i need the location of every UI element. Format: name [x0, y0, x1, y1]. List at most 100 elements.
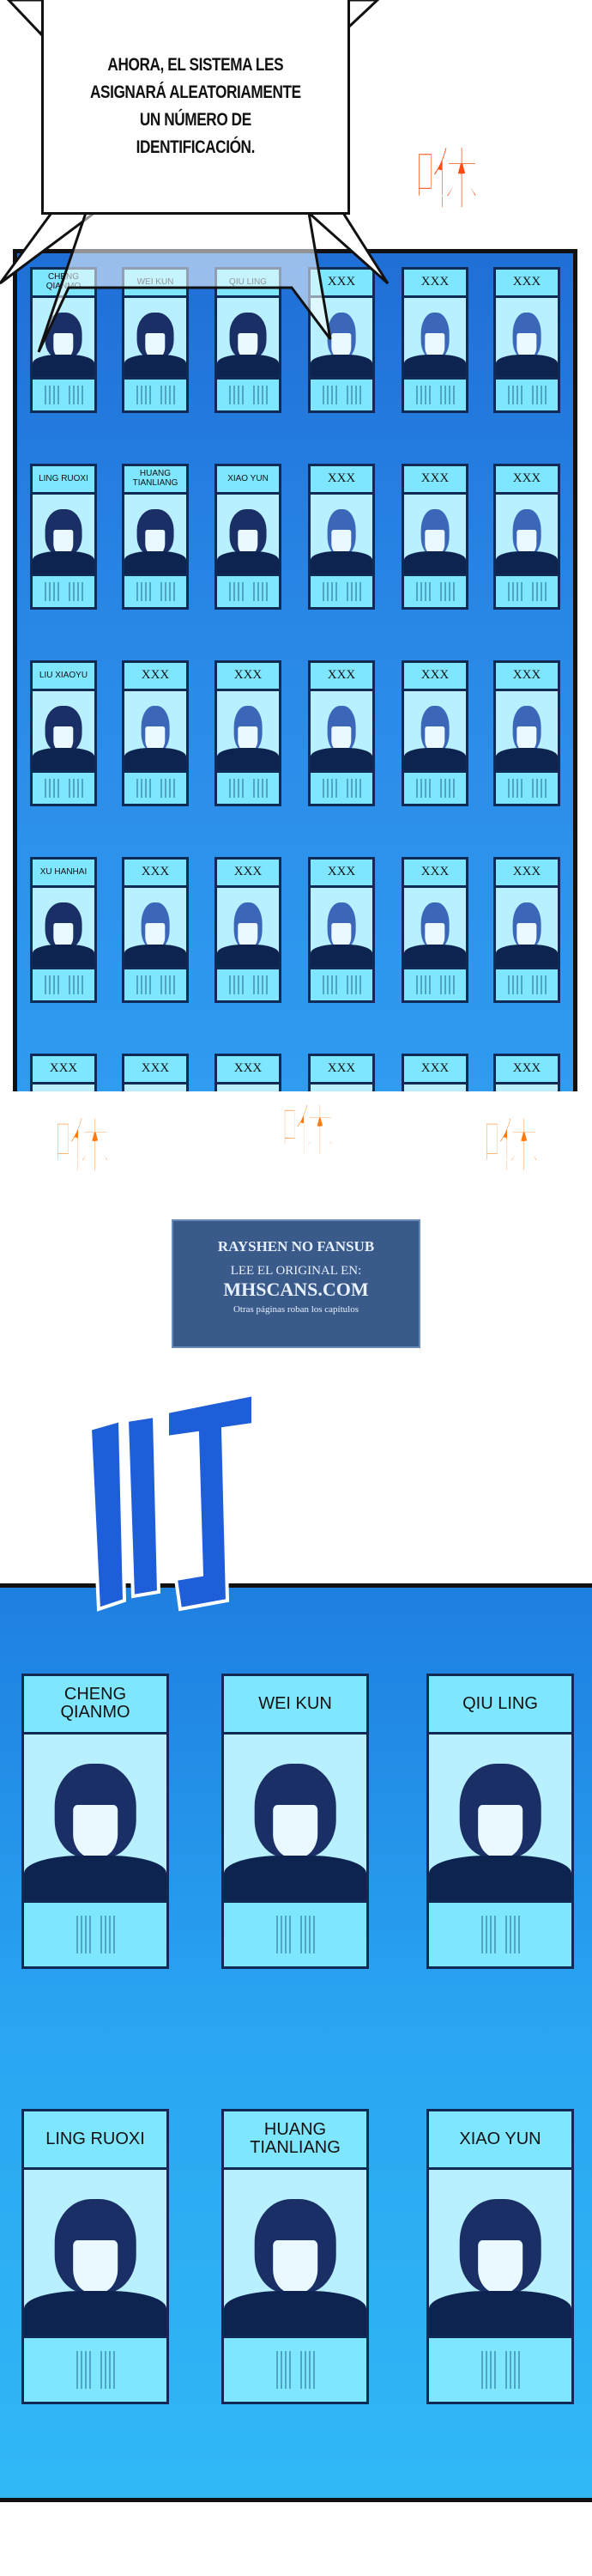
avatar-body: [224, 2291, 366, 2336]
id-card-barcode: [311, 969, 372, 1000]
id-card-barcode: [124, 575, 186, 607]
avatar-face: [238, 529, 258, 556]
watermark: RAYSHEN NO FANSUB LEE EL ORIGINAL EN: MH…: [172, 1219, 420, 1348]
id-card-name: LING RUOXI: [33, 466, 94, 495]
id-card-barcode: [404, 772, 466, 804]
avatar-body: [33, 945, 94, 967]
id-card-portrait: [217, 887, 279, 969]
id-card-portrait: [217, 297, 279, 380]
id-card: XXX: [214, 857, 281, 1003]
id-card-barcode: [24, 2337, 166, 2402]
avatar-body: [496, 551, 558, 574]
id-card: XXX: [493, 464, 560, 610]
id-card: LING RUOXI: [30, 464, 97, 610]
id-card: XXX: [493, 857, 560, 1003]
id-card-barcode: [33, 772, 94, 804]
id-card-portrait: [496, 494, 558, 576]
swoosh-sfx: 咻: [411, 140, 481, 220]
id-card-name: XXX: [404, 270, 466, 298]
id-card-barcode: [496, 379, 558, 410]
id-card-portrait: [217, 690, 279, 773]
avatar-face: [145, 922, 166, 950]
id-card-portrait: [33, 690, 94, 773]
id-card: XIAO YUN: [426, 2109, 574, 2404]
avatar-body: [311, 945, 372, 967]
watermark-line: MHSCANS.COM: [223, 1279, 369, 1300]
id-card-barcode: [429, 1902, 571, 1966]
avatar-face: [331, 726, 352, 753]
id-card: XXX: [493, 1054, 560, 1091]
id-card-portrait: [429, 1734, 571, 1903]
id-card: XXX: [308, 660, 375, 806]
id-card-name: XXX: [404, 663, 466, 691]
id-card-portrait: [124, 887, 186, 969]
id-card-barcode: [496, 772, 558, 804]
watermark-line: LEE EL ORIGINAL EN:: [230, 1264, 362, 1278]
id-card: XIAO YUN: [214, 464, 281, 610]
id-card-portrait: [124, 297, 186, 380]
avatar-face: [478, 1805, 523, 1859]
id-card-barcode: [124, 772, 186, 804]
id-card-portrait: [404, 494, 466, 576]
id-card-name: XXX: [311, 860, 372, 888]
avatar-body: [224, 1856, 366, 1900]
id-card-name: XIAO YUN: [429, 2111, 571, 2170]
avatar-body: [311, 551, 372, 574]
id-card: XXX: [308, 1054, 375, 1091]
id-card-name: HUANG TIANLIANG: [224, 2111, 366, 2170]
id-card: XXX: [402, 660, 468, 806]
id-card-name: XXX: [124, 1056, 186, 1084]
id-card-name: XXX: [496, 1056, 558, 1084]
id-card-name: XXX: [311, 270, 372, 298]
id-card: LIU XIAOYU: [30, 660, 97, 806]
id-card-barcode: [404, 379, 466, 410]
avatar-body: [429, 1856, 571, 1900]
id-card: CHENG QIANMO: [30, 267, 97, 413]
id-card: XXX: [402, 857, 468, 1003]
id-card: XXX: [122, 660, 189, 806]
id-card-barcode: [311, 575, 372, 607]
avatar-body: [124, 551, 186, 574]
id-card-barcode: [33, 379, 94, 410]
id-card: CHENG QIANMO: [21, 1674, 169, 1969]
id-card-name: XXX: [217, 663, 279, 691]
id-card-barcode: [496, 969, 558, 1000]
watermark-line: RAYSHEN NO FANSUB: [217, 1238, 375, 1255]
id-card-portrait: [124, 1084, 186, 1091]
avatar-face: [273, 1805, 317, 1859]
avatar-body: [33, 355, 94, 377]
avatar-body: [496, 945, 558, 967]
id-card-barcode: [33, 969, 94, 1000]
id-card-name: XIAO YUN: [217, 466, 279, 495]
avatar-face: [331, 332, 352, 360]
id-card-name: CHENG QIANMO: [24, 1676, 166, 1735]
avatar-face: [331, 529, 352, 556]
avatar-body: [496, 355, 558, 377]
id-card: XXX: [308, 857, 375, 1003]
id-card-name: XXX: [404, 466, 466, 495]
avatar-body: [124, 748, 186, 770]
avatar-face: [425, 726, 445, 753]
avatar-body: [24, 1856, 166, 1900]
id-card-portrait: [217, 494, 279, 576]
id-card-portrait: [33, 887, 94, 969]
avatar-body: [217, 551, 279, 574]
avatar-body: [217, 945, 279, 967]
id-card-name: XXX: [217, 860, 279, 888]
watermark-line: Otras páginas roban los capítulos: [233, 1304, 359, 1315]
avatar-face: [516, 529, 537, 556]
id-card-portrait: [496, 297, 558, 380]
id-card-barcode: [124, 969, 186, 1000]
avatar-face: [53, 922, 74, 950]
id-card-portrait: [311, 494, 372, 576]
id-card-barcode: [496, 575, 558, 607]
id-card: XXX: [214, 1054, 281, 1091]
id-card-barcode: [217, 575, 279, 607]
id-card: WEI KUN: [122, 267, 189, 413]
id-card: XXX: [122, 857, 189, 1003]
id-card-barcode: [217, 379, 279, 410]
avatar-face: [145, 332, 166, 360]
avatar-body: [311, 748, 372, 770]
id-card-name: LING RUOXI: [24, 2111, 166, 2170]
id-card-name: HUANG TIANLIANG: [124, 466, 186, 495]
